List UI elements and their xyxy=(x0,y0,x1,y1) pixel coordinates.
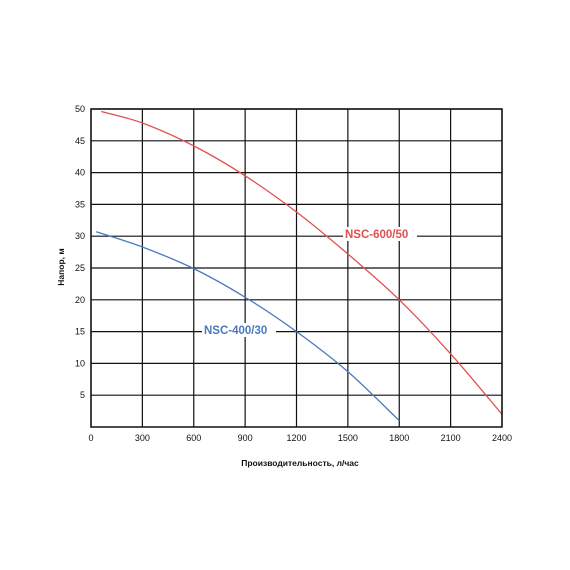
series-line-0 xyxy=(101,110,503,415)
series-label-bg xyxy=(202,323,276,337)
x-tick-label: 2400 xyxy=(492,433,512,443)
y-axis-title: Напор, м xyxy=(56,248,66,285)
x-tick-label: 1500 xyxy=(338,433,358,443)
y-tick-label: 50 xyxy=(75,104,85,114)
series-label-1: NSC-400/30 xyxy=(204,325,267,337)
x-axis-title: Производительность, л/час xyxy=(241,458,359,468)
series-label-bg xyxy=(343,227,417,241)
y-tick-label: 25 xyxy=(75,263,85,273)
series-lines xyxy=(95,110,503,422)
x-tick-label: 900 xyxy=(238,433,253,443)
x-tick-label: 300 xyxy=(135,433,150,443)
x-tick-label: 2100 xyxy=(441,433,461,443)
x-tick-label: 600 xyxy=(186,433,201,443)
y-tick-label: 10 xyxy=(75,358,85,368)
y-tick-label: 5 xyxy=(80,390,85,400)
y-tick-labels: 5 10 15 20 25 30 35 40 45 50 xyxy=(75,104,85,400)
series-labels: NSC-600/50 NSC-400/30 xyxy=(202,227,417,337)
series-line-1 xyxy=(95,231,400,422)
y-tick-label: 45 xyxy=(75,136,85,146)
series-label-0: NSC-600/50 xyxy=(345,229,408,241)
plot-frame xyxy=(90,108,503,428)
y-tick-label: 30 xyxy=(75,231,85,241)
plot-border xyxy=(90,108,503,428)
y-tick-label: 20 xyxy=(75,295,85,305)
x-tick-label: 1200 xyxy=(286,433,306,443)
y-tick-label: 15 xyxy=(75,327,85,337)
y-tick-label: 35 xyxy=(75,199,85,209)
x-tick-label: 0 xyxy=(88,433,93,443)
x-tick-labels: 0 300 600 900 1200 1500 1800 2100 2400 xyxy=(88,433,512,443)
x-tick-label: 1800 xyxy=(389,433,409,443)
y-tick-label: 40 xyxy=(75,168,85,178)
grid xyxy=(90,108,503,427)
